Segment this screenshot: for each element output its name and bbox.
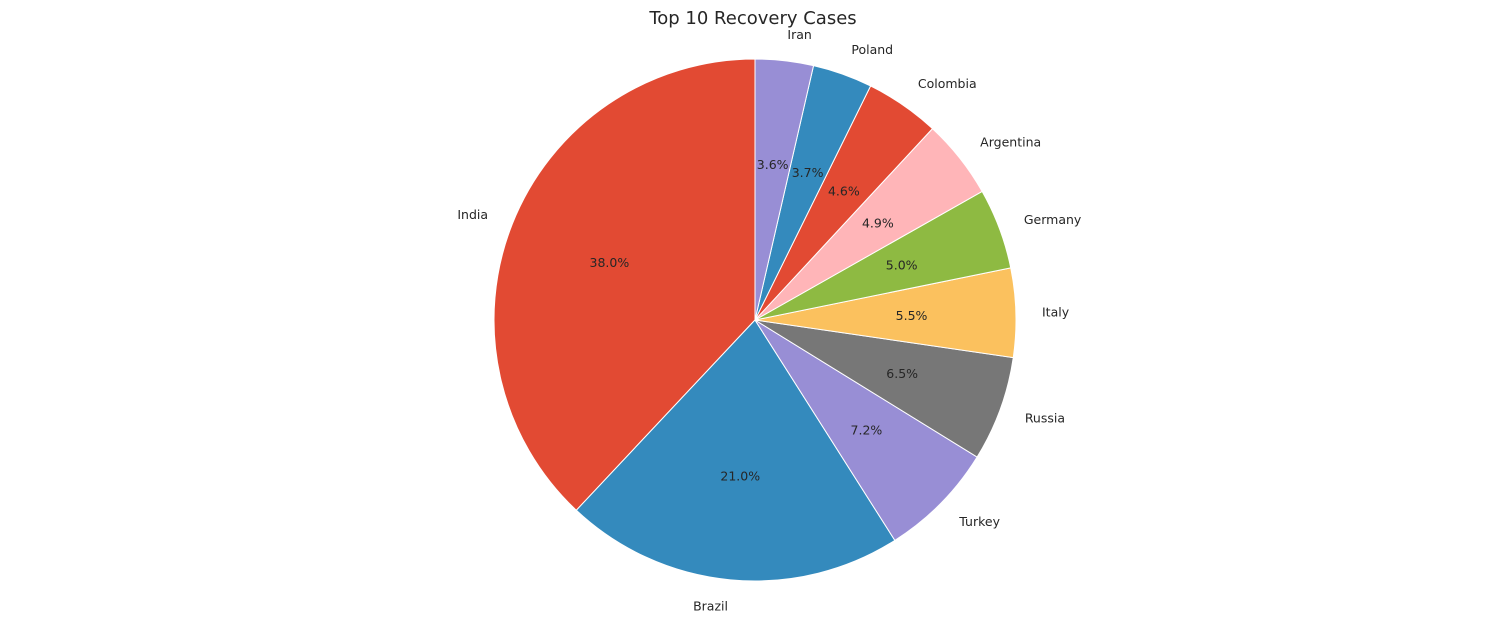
category-label-colombia: Colombia: [918, 76, 977, 91]
pie-slice-turkey: [754, 319, 978, 542]
category-label-poland: Poland: [851, 42, 893, 57]
category-label-india: India: [457, 207, 488, 222]
category-label-brazil: Brazil: [693, 598, 728, 613]
percent-label-turkey: 7.2%: [851, 423, 883, 438]
percent-label-italy: 5.5%: [896, 308, 928, 323]
pie-slices: [493, 58, 1017, 582]
percent-label-poland: 3.7%: [792, 165, 824, 180]
category-label-germany: Germany: [1024, 212, 1082, 227]
percent-labels: 38.0% 21.0% 7.2% 6.5% 5.5% 5.0% 4.9% 4.6% 3.7%3.…: [590, 157, 928, 484]
category-label-russia: Russia: [1025, 411, 1065, 426]
category-label-turkey: Turkey: [958, 514, 1000, 529]
pie-slice-iran: [754, 58, 815, 321]
percent-label-india: 38.0%: [590, 255, 630, 270]
chart-title: Top 10 Recovery Cases: [648, 8, 856, 29]
category-label-iran: Iran: [787, 27, 811, 42]
percent-label-colombia: 4.6%: [828, 184, 860, 199]
percent-label-iran: 3.6%: [757, 157, 789, 172]
category-label-argentina: Argentina: [980, 134, 1041, 149]
pie-slice-brazil: [575, 319, 896, 582]
percent-label-brazil: 21.0%: [720, 468, 760, 483]
pie-slice-india: [493, 58, 756, 511]
percent-label-russia: 6.5%: [886, 366, 918, 381]
category-labels: India Brazil Turkey Russia Italy Germany Argen…: [457, 27, 1082, 613]
percent-label-germany: 5.0%: [886, 258, 918, 273]
percent-label-argentina: 4.9%: [862, 215, 894, 230]
category-label-italy: Italy: [1042, 304, 1070, 319]
